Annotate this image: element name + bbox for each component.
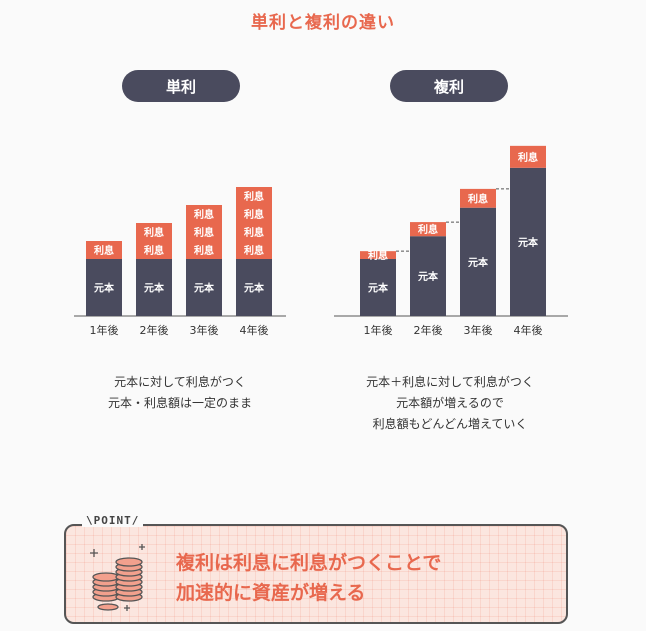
x-tick-label: 4年後 xyxy=(514,323,543,337)
interest-label: 利息 xyxy=(94,244,114,257)
interest-bar xyxy=(236,241,272,259)
interest-bar xyxy=(236,187,272,205)
x-tick-label: 3年後 xyxy=(190,323,219,337)
interest-label: 利息 xyxy=(468,192,488,205)
simple-caption-line: 元本・利息額は一定のまま xyxy=(107,396,252,410)
principal-bar xyxy=(236,259,272,316)
charts-area: 元本利息1年後元本利息利息2年後元本利息利息利息3年後元本利息利息利息利息4年後… xyxy=(74,145,568,337)
point-label: \POINT/ xyxy=(82,514,144,527)
compound-caption-line: 利息額もどんどん増えていく xyxy=(372,417,528,431)
interest-bar xyxy=(86,241,122,259)
interest-label: 利息 xyxy=(244,208,264,221)
x-tick-label: 4年後 xyxy=(240,323,269,337)
point-line: 複利は利息に利息がつくことで xyxy=(176,552,442,574)
compound-caption-line: 元本＋利息に対して利息がつく xyxy=(366,375,534,389)
x-tick-label: 3年後 xyxy=(464,323,493,337)
x-tick-label: 1年後 xyxy=(90,323,119,337)
principal-label: 元本 xyxy=(418,270,439,283)
principal-label: 元本 xyxy=(518,236,539,249)
compound-caption-line: 元本額が増えるので xyxy=(396,396,504,410)
interest-label: 利息 xyxy=(144,226,164,239)
principal-bar xyxy=(460,207,496,316)
interest-label: 利息 xyxy=(194,208,214,221)
coins-icon xyxy=(90,544,145,611)
compound-interest-label: 複利 xyxy=(390,70,508,102)
x-tick-label: 2年後 xyxy=(414,323,443,337)
principal-bar xyxy=(186,259,222,316)
interest-label: 利息 xyxy=(194,226,214,239)
principal-bar xyxy=(86,259,122,316)
interest-bar xyxy=(136,223,172,241)
compound-caption: 元本＋利息に対して利息がつく 元本額が増えるので 利息額もどんどん増えていく xyxy=(320,372,580,435)
page-title: 単利と複利の違い xyxy=(251,13,395,33)
interest-bar xyxy=(136,241,172,259)
simple-caption: 元本に対して利息がつく 元本・利息額は一定のまま xyxy=(60,372,300,414)
x-tick-label: 2年後 xyxy=(140,323,169,337)
interest-bar xyxy=(510,145,546,168)
interest-label: 利息 xyxy=(244,244,264,257)
interest-label: 利息 xyxy=(518,151,538,164)
interest-bar xyxy=(186,205,222,223)
interest-bar xyxy=(236,223,272,241)
interest-bar xyxy=(360,251,396,259)
interest-bar xyxy=(410,222,446,237)
x-tick-label: 1年後 xyxy=(364,323,393,337)
interest-label: 利息 xyxy=(194,244,214,257)
interest-label: 利息 xyxy=(368,249,388,262)
simple-caption-line: 元本に対して利息がつく xyxy=(114,375,246,389)
principal-bar xyxy=(360,259,396,316)
principal-label: 元本 xyxy=(194,282,215,295)
point-text: 複利は利息に利息がつくことで 加速的に資産が増える xyxy=(176,548,441,608)
simple-interest-label: 単利 xyxy=(122,70,240,102)
interest-bar xyxy=(186,223,222,241)
principal-label: 元本 xyxy=(94,282,115,295)
principal-label: 元本 xyxy=(468,256,489,269)
interest-label: 利息 xyxy=(244,190,264,203)
principal-bar xyxy=(410,236,446,316)
interest-label: 利息 xyxy=(418,223,438,236)
interest-label: 利息 xyxy=(144,244,164,257)
interest-bar xyxy=(236,205,272,223)
point-line: 加速的に資産が増える xyxy=(176,582,366,604)
interest-label: 利息 xyxy=(244,226,264,239)
principal-label: 元本 xyxy=(144,282,165,295)
interest-bar xyxy=(186,241,222,259)
principal-bar xyxy=(136,259,172,316)
point-box xyxy=(64,524,568,624)
principal-bar xyxy=(510,167,546,316)
interest-bar xyxy=(460,188,496,208)
principal-label: 元本 xyxy=(244,282,265,295)
principal-label: 元本 xyxy=(368,282,389,295)
